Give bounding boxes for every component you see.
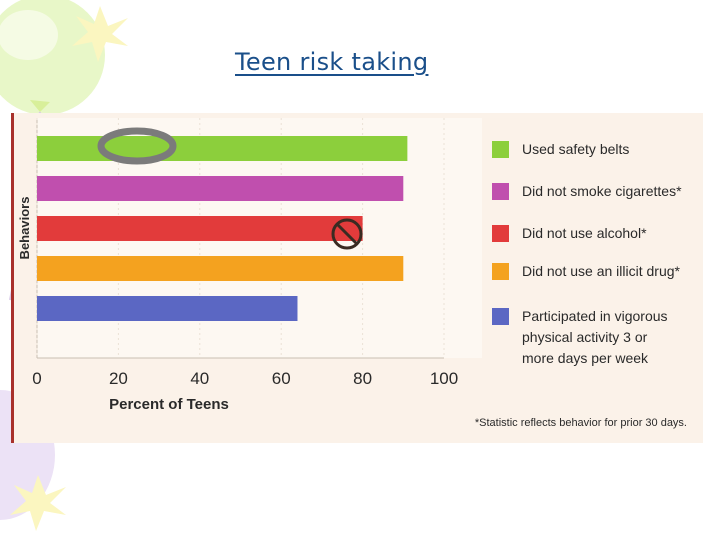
x-tick-label: 100 bbox=[430, 369, 458, 388]
x-tick-label: 40 bbox=[190, 369, 209, 388]
chart-photo: 0 20 40 60 80 100 Percent of Teens Behaviors Use… bbox=[11, 113, 703, 443]
x-tick-label: 60 bbox=[272, 369, 291, 388]
x-tick-label: 80 bbox=[353, 369, 372, 388]
legend-swatch-3 bbox=[492, 225, 509, 242]
legend-label: more days per week bbox=[522, 350, 649, 366]
x-tick-label: 20 bbox=[109, 369, 128, 388]
bar-5 bbox=[37, 296, 298, 321]
bar-1 bbox=[37, 136, 408, 161]
legend-label: Used safety belts bbox=[522, 141, 629, 157]
bar-3 bbox=[37, 216, 363, 241]
legend-label: Did not use an illicit drug* bbox=[522, 263, 681, 279]
slide-title: Teen risk taking bbox=[235, 48, 429, 76]
x-tick-label: 0 bbox=[32, 369, 41, 388]
no-alcohol-slash bbox=[335, 222, 359, 246]
x-axis-label: Percent of Teens bbox=[109, 396, 229, 413]
legend-swatch-5 bbox=[492, 308, 509, 325]
no-alcohol-icon bbox=[331, 218, 363, 250]
footnote: *Statistic reflects behavior for prior 3… bbox=[475, 417, 687, 429]
legend-label: physical activity 3 or bbox=[522, 329, 648, 345]
bar-2 bbox=[37, 176, 404, 201]
legend-swatch-2 bbox=[492, 183, 509, 200]
legend-label: Did not smoke cigarettes* bbox=[522, 183, 682, 199]
legend-swatch-1 bbox=[492, 141, 509, 158]
legend-swatch-4 bbox=[492, 263, 509, 280]
legend-label: Participated in vigorous bbox=[522, 308, 668, 324]
legend-label: Did not use alcohol* bbox=[522, 225, 647, 241]
y-axis-label: Behaviors bbox=[17, 197, 32, 260]
bar-chart: 0 20 40 60 80 100 Percent of Teens Behaviors Use… bbox=[17, 118, 687, 429]
seatbelt-icon bbox=[97, 127, 177, 165]
bar-4 bbox=[37, 256, 404, 281]
